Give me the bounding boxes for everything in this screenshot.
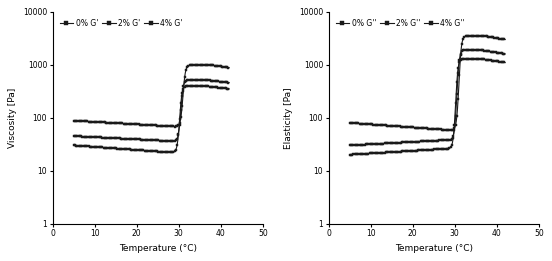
4% G'' <box>439 128 445 131</box>
2% G'' <box>420 140 427 143</box>
4% G' <box>155 124 161 127</box>
2% G'' <box>421 140 428 143</box>
4% G'' <box>431 127 437 130</box>
2% G' <box>145 138 152 141</box>
0% G'' <box>420 149 427 152</box>
0% G' <box>71 144 77 147</box>
4% G'' <box>347 121 353 124</box>
2% G'' <box>476 49 483 52</box>
0% G' <box>145 149 152 152</box>
2% G' <box>144 138 151 141</box>
4% G' <box>145 123 152 127</box>
2% G'' <box>474 49 480 52</box>
2% G'' <box>347 144 353 147</box>
0% G' <box>198 84 205 87</box>
Y-axis label: Viscosity [Pa]: Viscosity [Pa] <box>8 88 17 148</box>
2% G' <box>200 78 207 81</box>
Line: 4% G'': 4% G'' <box>348 34 507 132</box>
0% G' <box>163 151 169 154</box>
2% G' <box>169 140 176 143</box>
2% G' <box>223 81 230 84</box>
Line: 2% G': 2% G' <box>72 78 231 143</box>
2% G' <box>198 78 205 81</box>
Legend: 0% G'', 2% G'', 4% G'': 0% G'', 2% G'', 4% G'' <box>332 16 468 31</box>
0% G'' <box>347 153 353 156</box>
2% G'' <box>498 52 505 55</box>
2% G'' <box>439 139 445 142</box>
4% G' <box>144 123 151 127</box>
4% G'' <box>474 34 481 38</box>
2% G'' <box>431 139 437 142</box>
0% G' <box>200 84 207 87</box>
0% G'' <box>502 61 508 64</box>
4% G' <box>198 64 205 67</box>
4% G' <box>226 66 232 69</box>
0% G' <box>155 150 161 153</box>
Y-axis label: Elasticity [Pa]: Elasticity [Pa] <box>284 87 293 149</box>
0% G' <box>168 151 174 154</box>
4% G'' <box>421 127 428 130</box>
4% G'' <box>499 37 506 40</box>
0% G' <box>226 87 232 91</box>
2% G' <box>163 139 169 143</box>
0% G' <box>223 87 230 90</box>
4% G'' <box>502 38 508 41</box>
0% G'' <box>439 147 445 151</box>
4% G' <box>163 124 169 128</box>
Line: 2% G'': 2% G'' <box>348 49 507 147</box>
Line: 0% G'': 0% G'' <box>348 57 507 156</box>
0% G'' <box>476 57 483 60</box>
X-axis label: Temperature (°C): Temperature (°C) <box>395 244 473 253</box>
0% G'' <box>421 149 428 152</box>
4% G' <box>223 66 230 69</box>
4% G'' <box>447 129 454 132</box>
4% G' <box>171 125 178 128</box>
0% G'' <box>474 57 480 60</box>
4% G'' <box>420 127 427 130</box>
2% G'' <box>502 52 508 56</box>
0% G' <box>144 149 151 152</box>
2% G' <box>226 81 232 84</box>
2% G' <box>71 134 77 138</box>
X-axis label: Temperature (°C): Temperature (°C) <box>119 244 197 253</box>
0% G'' <box>431 148 437 151</box>
Legend: 0% G', 2% G', 4% G': 0% G', 2% G', 4% G' <box>56 16 185 31</box>
0% G'' <box>498 61 505 64</box>
4% G' <box>209 64 216 67</box>
4% G'' <box>481 34 487 38</box>
Line: 4% G': 4% G' <box>72 64 231 128</box>
2% G' <box>155 139 161 142</box>
Line: 0% G': 0% G' <box>72 85 231 154</box>
4% G' <box>71 119 77 122</box>
